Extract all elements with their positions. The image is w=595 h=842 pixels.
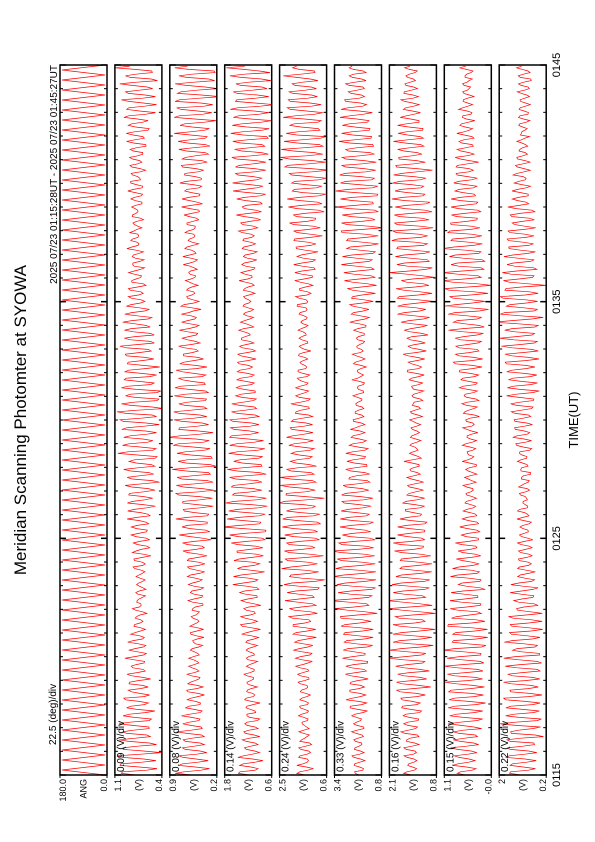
- trace: [499, 65, 547, 775]
- y-tick-label: 0.0: [99, 779, 109, 792]
- panel-frame: [223, 64, 273, 776]
- y-tick-label: 0.2: [538, 779, 548, 792]
- scale-label: 0.24 (V)/div: [281, 721, 292, 772]
- y-tick-label: 0.8: [428, 779, 438, 792]
- x-tick-label: 0135: [551, 289, 563, 313]
- scale-label: 0.09 (V)/div: [116, 721, 127, 772]
- trace: [389, 65, 436, 775]
- x-tick-label: 0145: [551, 53, 563, 77]
- unit-label: (V): [298, 779, 308, 791]
- scale-label: 0.16 (V)/div: [390, 721, 401, 772]
- scale-label: 22.5 (deg)/div: [48, 684, 59, 745]
- x-tick-label: 0115: [551, 763, 563, 787]
- chart-title: Meridian Scanning Photomter at SYOWA: [11, 264, 30, 575]
- y-tick-label: 0.4: [154, 779, 164, 792]
- y-tick-label: 1.1: [442, 779, 452, 792]
- time-range: 2025 07/23 01:15:28UT - 2025 07/23 01:45…: [49, 65, 60, 284]
- trace: [444, 65, 492, 775]
- rotated-plot: Meridian Scanning Photomter at SYOWA 202…: [11, 53, 581, 802]
- scale-label: 0.14 (V)/div: [226, 721, 237, 772]
- scale-label: 0.33 (V)/div: [336, 721, 347, 772]
- scale-label: 0.08 (V)/div: [171, 721, 182, 772]
- trace: [334, 65, 382, 775]
- y-tick-label: 0.6: [319, 779, 329, 792]
- unit-label: (V): [243, 779, 253, 791]
- trace: [279, 65, 327, 775]
- y-tick-label: 2: [497, 779, 507, 784]
- scale-label: 0.22 (V)/div: [500, 721, 511, 772]
- y-tick-label: 180.0: [58, 779, 68, 802]
- panel-frame: [59, 64, 108, 776]
- x-axis-label: TIME(UT): [566, 391, 581, 448]
- unit-label: (V): [463, 779, 473, 791]
- y-tick-label: 3.4: [333, 779, 343, 792]
- unit-label: (V): [133, 779, 143, 791]
- y-tick-label: 1.1: [113, 779, 123, 792]
- scale-label: 0.15 (V)/div: [445, 721, 456, 772]
- y-tick-label: 0.8: [374, 779, 384, 792]
- y-tick-label: 1.8: [223, 779, 233, 792]
- trace: [114, 65, 162, 775]
- trace: [224, 65, 272, 775]
- y-tick-label: -0.0: [483, 779, 493, 795]
- unit-label: (V): [518, 779, 528, 791]
- y-tick-label: 0.9: [168, 779, 178, 792]
- unit-label: (V): [188, 779, 198, 791]
- unit-label: (V): [353, 779, 363, 791]
- x-tick-label: 0125: [551, 526, 563, 550]
- y-tick-label: 0.2: [209, 779, 219, 792]
- trace: [169, 65, 217, 775]
- y-tick-label: 2.5: [278, 779, 288, 792]
- y-tick-label: 0.6: [264, 779, 274, 792]
- unit-label: ANG: [79, 779, 89, 799]
- y-tick-label: 2.1: [387, 779, 397, 792]
- unit-label: (V): [408, 779, 418, 791]
- trace: [61, 65, 106, 775]
